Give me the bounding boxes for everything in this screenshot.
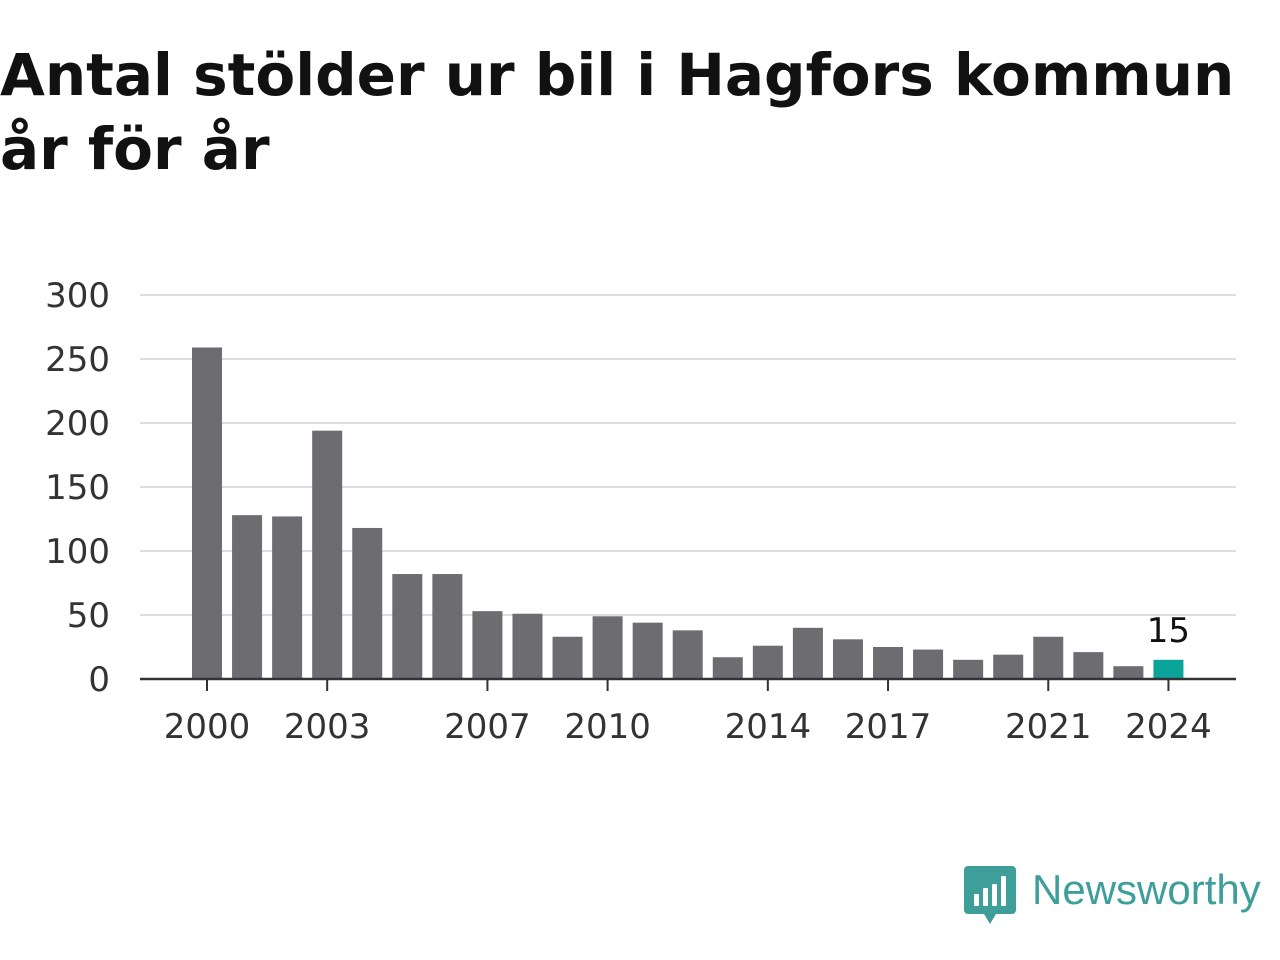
bar-highlight [1153, 659, 1184, 679]
bar [1113, 666, 1144, 679]
bar [352, 527, 383, 679]
bar [832, 639, 863, 679]
y-tick-label: 200 [45, 404, 110, 444]
bar [953, 659, 984, 679]
bar [232, 515, 263, 679]
bar [392, 574, 423, 679]
bar [1073, 652, 1104, 679]
bar [432, 574, 463, 679]
y-tick-label: 50 [67, 596, 110, 636]
y-tick-label: 0 [88, 660, 110, 700]
bar [312, 430, 343, 679]
brand-logo: Newsworthy [964, 864, 1261, 928]
bar [512, 613, 543, 679]
bar [792, 627, 823, 679]
x-tick-label: 2017 [845, 707, 932, 747]
x-tick-label: 2003 [284, 707, 371, 747]
bar [592, 616, 623, 679]
bar [552, 636, 583, 679]
y-tick-label: 100 [45, 532, 110, 572]
bar [752, 645, 783, 679]
chart-title-line-1: Antal stölder ur bil i Hagfors kommun [0, 41, 1235, 109]
bar [272, 516, 303, 679]
bar [672, 630, 703, 679]
bar [632, 622, 663, 679]
y-tick-label: 300 [45, 276, 110, 316]
bar-chart: 0 50 100 150 200 250 300 2000 2003 2007 2010 2014 20… [45, 276, 1236, 747]
brand-name: Newsworthy [1032, 866, 1261, 913]
y-tick-label: 250 [45, 340, 110, 380]
x-tick-label: 2021 [1005, 707, 1092, 747]
newsworthy-logo-icon [964, 866, 1016, 924]
x-tick-label: 2024 [1125, 707, 1212, 747]
chart-title: Antal stölder ur bil i Hagfors kommun år… [0, 38, 1260, 186]
x-tick-label: 2007 [444, 707, 531, 747]
bar [993, 654, 1024, 679]
x-tick-label: 2010 [564, 707, 651, 747]
x-tick-label: 2014 [725, 707, 812, 747]
bar [472, 611, 503, 679]
bar [1033, 636, 1064, 679]
data-label-highlight: 15 [1147, 611, 1190, 651]
bar [913, 649, 944, 679]
bar [192, 347, 222, 679]
bar [873, 647, 904, 679]
y-tick-label: 150 [45, 468, 110, 508]
x-tick-label: 2000 [164, 707, 251, 747]
bar [712, 657, 743, 679]
chart-title-line-2: år för år [0, 115, 270, 183]
